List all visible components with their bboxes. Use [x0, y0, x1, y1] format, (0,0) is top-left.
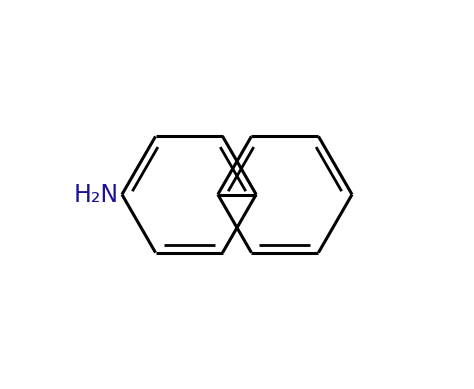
Text: H₂N: H₂N: [74, 182, 119, 207]
